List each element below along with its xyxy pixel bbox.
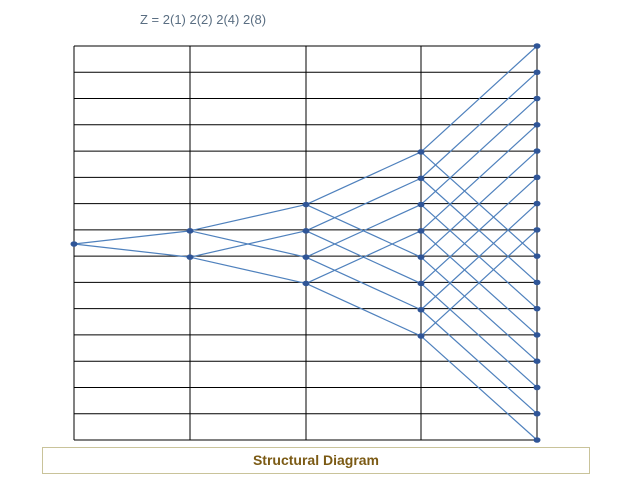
node [533, 384, 541, 391]
node [417, 228, 425, 234]
node [417, 306, 425, 313]
edge [420, 309, 538, 415]
node [186, 228, 194, 234]
edge [189, 203, 307, 232]
node [533, 437, 541, 443]
edge [420, 203, 538, 311]
edge [73, 243, 191, 258]
node [302, 280, 310, 287]
node [533, 148, 541, 154]
edge [305, 230, 422, 284]
edge [420, 98, 538, 205]
diagram-caption: Structural Diagram [42, 447, 590, 474]
node [533, 358, 541, 365]
edge [420, 45, 538, 153]
node [533, 95, 541, 102]
node [417, 254, 425, 260]
edge [305, 204, 422, 258]
node [186, 254, 194, 260]
edge [420, 229, 538, 337]
node [533, 410, 541, 417]
edge [420, 124, 538, 232]
node [417, 201, 425, 208]
node [533, 279, 541, 286]
node [533, 253, 541, 259]
node [533, 305, 541, 312]
diagram-title: Z = 2(1) 2(2) 2(4) 2(8) [140, 12, 267, 27]
edge [305, 282, 422, 337]
node [302, 201, 310, 208]
node [417, 333, 425, 339]
node [302, 254, 310, 260]
edge [420, 335, 538, 441]
edge [73, 230, 191, 245]
edge [420, 256, 538, 362]
node [533, 43, 541, 49]
edge [189, 230, 307, 258]
node [417, 149, 425, 155]
edge [189, 256, 307, 285]
node [533, 227, 541, 233]
node [533, 122, 541, 128]
edge [305, 256, 422, 311]
node [70, 241, 78, 247]
edge [420, 176, 538, 284]
edge [420, 150, 538, 258]
edge [420, 283, 538, 388]
node [417, 280, 425, 287]
node [533, 200, 541, 207]
node [533, 174, 541, 181]
edge [305, 151, 422, 206]
node [417, 175, 425, 182]
node [302, 228, 310, 234]
edge [420, 71, 538, 179]
node [533, 69, 541, 76]
edge [305, 177, 422, 232]
node [533, 332, 541, 338]
